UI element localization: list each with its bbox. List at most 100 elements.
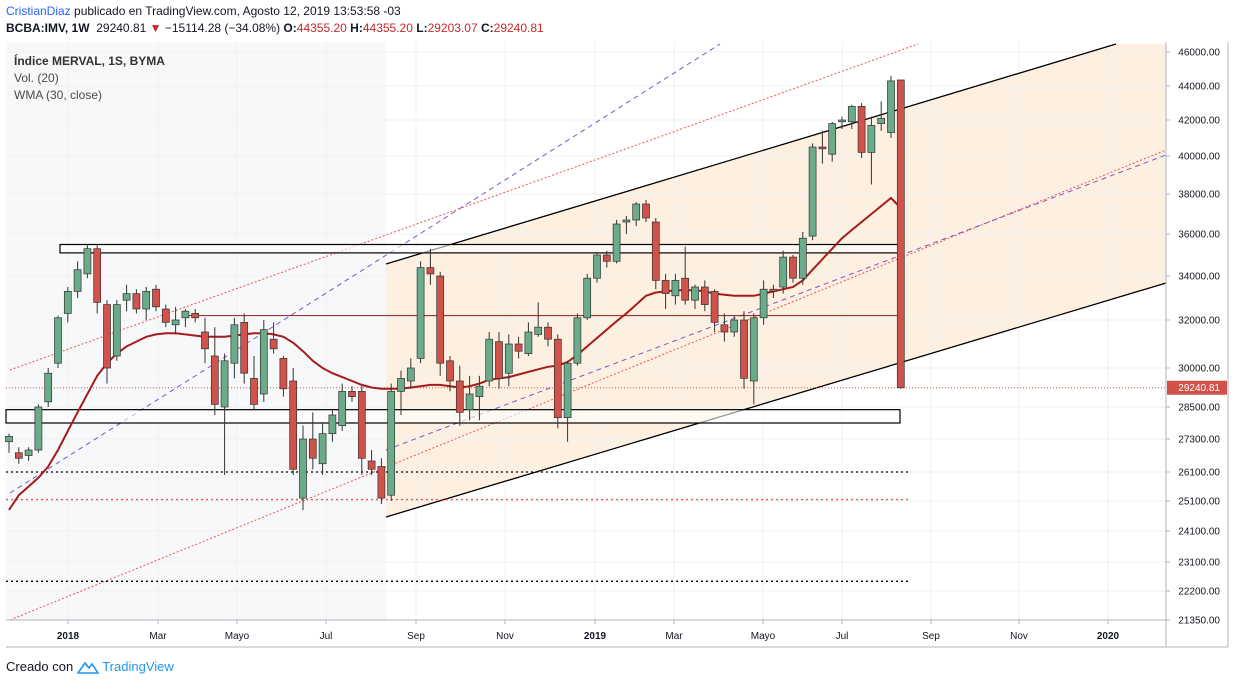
candle <box>710 289 719 332</box>
candle <box>191 309 200 323</box>
candle-body <box>612 223 621 262</box>
candle-body <box>269 338 278 350</box>
candle-body <box>161 308 170 323</box>
candle <box>632 202 641 226</box>
candle <box>455 365 464 426</box>
candle-body <box>142 291 151 310</box>
candle <box>740 311 748 389</box>
candle-body <box>455 380 464 413</box>
candle <box>250 356 258 410</box>
candle <box>789 255 797 283</box>
last-price: 29240.81 <box>96 21 147 35</box>
volume-indicator-label[interactable]: Vol. (20) <box>14 71 59 85</box>
time-tick-label: Mayo <box>751 631 776 642</box>
fib-line-upper <box>9 43 919 371</box>
candle <box>583 273 592 320</box>
candle-body <box>132 293 141 310</box>
candle <box>44 368 53 407</box>
candle-body <box>230 324 239 364</box>
author-link[interactable]: CristianDiaz <box>6 4 71 18</box>
candle-body <box>279 358 288 390</box>
tradingview-brand: TradingView <box>102 659 174 674</box>
price-tick-label: 32000.00 <box>1178 316 1220 327</box>
candles[interactable] <box>5 75 905 510</box>
wma-indicator-label[interactable]: WMA (30, close) <box>14 88 103 102</box>
candle-body <box>769 288 778 292</box>
candle-body <box>103 304 111 369</box>
candle <box>818 130 827 164</box>
time-axis: 2018 Mar Mayo Jul Sep Nov 2019 Mar Mayo Jul Sep Nov… <box>57 620 1120 642</box>
candle <box>602 250 611 268</box>
candle-body <box>201 331 209 350</box>
channel-bottom <box>385 282 1167 518</box>
candle-body <box>14 452 23 459</box>
candle-body <box>377 466 386 499</box>
candle-body <box>44 372 53 403</box>
candle <box>308 412 317 470</box>
support-box <box>5 409 901 424</box>
candle <box>289 368 298 475</box>
candle <box>269 322 278 354</box>
candle-body <box>308 438 317 459</box>
candle <box>103 300 111 384</box>
candle <box>671 273 680 305</box>
candle-body <box>593 254 601 279</box>
median-line-lower <box>385 154 1167 451</box>
candle <box>338 383 347 431</box>
candle-body <box>504 343 513 374</box>
tradingview-logo-icon <box>77 661 100 674</box>
candle <box>132 289 141 314</box>
candle-body <box>710 291 719 323</box>
candle <box>612 220 621 264</box>
candle <box>504 334 513 387</box>
candle <box>661 273 670 309</box>
candle <box>348 386 356 402</box>
candle-body <box>318 433 327 465</box>
candle-body <box>877 117 886 124</box>
drawings <box>5 43 1167 621</box>
candle-body <box>220 360 229 408</box>
candle <box>201 317 209 364</box>
channel-top <box>385 43 1117 265</box>
wma-line <box>8 196 902 511</box>
price-tick-label: 23100.00 <box>1178 558 1220 569</box>
close-value: 29240.81 <box>493 21 544 35</box>
candle-body <box>602 254 611 262</box>
price-tick-label: 34000.00 <box>1178 272 1220 283</box>
candle <box>171 306 180 335</box>
candle <box>828 121 837 162</box>
candle <box>142 287 151 320</box>
candle <box>436 271 445 376</box>
candle <box>357 386 366 475</box>
candle-body <box>387 391 396 496</box>
low-label: L: <box>416 21 428 35</box>
symbol-label: BCBA:IMV, 1W <box>6 21 90 35</box>
candle <box>220 353 229 475</box>
published-text: publicado en TradingView.com, Agosto 12,… <box>74 4 401 18</box>
price-axis: 46000.00 44000.00 42000.00 40000.00 38000.00… <box>6 42 1229 648</box>
price-change: −15114.28 (−34.08%) <box>164 21 281 35</box>
candle-body <box>259 329 268 395</box>
candle-body <box>210 355 219 405</box>
footer: Creado con TradingView <box>6 659 174 674</box>
candle <box>759 280 768 325</box>
publish-info: CristianDiaz publicado en TradingView.co… <box>6 4 401 18</box>
candle <box>642 200 650 222</box>
candle-body <box>250 378 258 405</box>
candle <box>593 252 601 283</box>
candle <box>485 332 494 387</box>
candle-body <box>759 288 768 319</box>
candle <box>651 218 660 290</box>
down-arrow-icon: ▼ <box>149 21 162 35</box>
wma-polyline <box>8 196 902 511</box>
tradingview-link[interactable]: TradingView <box>77 659 174 674</box>
candle-body <box>867 125 876 153</box>
candle-body <box>818 146 827 150</box>
series-title[interactable]: Índice MERVAL, 1S, BYMA <box>14 54 165 68</box>
candle-body <box>720 324 729 333</box>
time-tick-label: 2018 <box>57 631 80 642</box>
candle <box>495 332 503 389</box>
candle-body <box>112 304 121 357</box>
price-tick-label: 42000.00 <box>1178 116 1220 127</box>
